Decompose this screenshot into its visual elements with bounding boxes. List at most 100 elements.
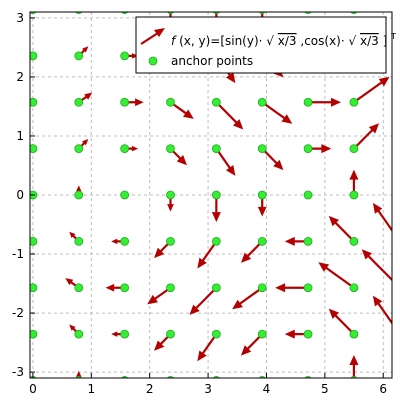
vector-arrow-head: [176, 155, 187, 166]
vector-arrow-head: [284, 329, 295, 339]
vector-arrow-head: [197, 350, 207, 362]
vector-arrow-head: [135, 98, 144, 107]
vector-arrow-head: [69, 324, 76, 331]
anchor-point: [120, 283, 130, 293]
anchor-point: [257, 283, 267, 293]
vector-arrow-head: [211, 212, 221, 223]
vector-arrow-head: [330, 97, 341, 107]
anchor-point: [120, 144, 130, 154]
vector-arrow-head: [395, 342, 400, 352]
anchor-point: [30, 144, 38, 154]
vector-arrow-head: [111, 238, 118, 245]
anchor-point: [257, 329, 267, 339]
vector-arrow-head: [76, 0, 81, 6]
vector-arrow-shaft: [377, 209, 392, 233]
vector-arrow-head: [167, 204, 174, 212]
anchor-point: [396, 6, 400, 14]
vector-arrow-head: [378, 76, 390, 87]
vector-arrow-head: [232, 299, 243, 310]
anchor-point: [396, 191, 400, 199]
vector-arrow-shaft: [195, 286, 218, 310]
vector-arrow-head: [328, 308, 340, 319]
anchor-point: [74, 236, 84, 246]
anchor-point: [74, 190, 84, 200]
legend-sqrt-sign-b: √: [349, 34, 357, 48]
anchor-point: [74, 97, 84, 107]
vector-arrow-head: [82, 46, 89, 53]
vector-arrow-head: [167, 390, 174, 397]
vector-arrow-head: [257, 206, 267, 217]
y-tick-label: 1: [16, 129, 24, 143]
legend-sqrt-arg-b: x/3: [360, 34, 379, 48]
anchor-point: [396, 145, 400, 153]
x-tick-label: 5: [321, 382, 329, 396]
anchor-point: [257, 97, 267, 107]
x-tick-label: 6: [379, 382, 387, 396]
vector-arrow-shaft: [367, 254, 392, 282]
vector-arrow-head: [84, 92, 93, 100]
vector-arrow-shaft: [334, 221, 355, 243]
vector-arrow-head: [284, 236, 295, 246]
vector-arrow-head: [65, 278, 74, 286]
anchor-point: [349, 144, 359, 154]
vector-arrow-head: [183, 109, 194, 119]
vector-arrow-head: [361, 249, 372, 260]
anchor-point: [396, 52, 400, 60]
anchor-point: [74, 51, 84, 61]
anchor-point: [257, 144, 267, 154]
vector-arrow-head: [132, 53, 139, 59]
vector-arrow-head: [281, 114, 293, 124]
anchor-point: [166, 97, 175, 107]
vector-arrow-head: [197, 257, 207, 269]
x-axis-ticks: 0 1 2 3 4 5 6: [29, 373, 387, 396]
x-tick-label: 2: [146, 382, 154, 396]
vector-arrow-head: [111, 331, 118, 337]
vector-arrow-head: [368, 123, 380, 134]
vector-arrow-head: [225, 72, 236, 84]
legend: f (x, y)=[sin(y)· √ x/3 ,cos(x)· √ x/3 ]…: [135, 16, 396, 74]
x-tick-label: 4: [263, 382, 271, 396]
anchor-point: [30, 97, 38, 107]
anchor-point: [74, 283, 84, 293]
anchor-point: [396, 284, 400, 292]
legend-sqrt-sign-a: √: [266, 34, 274, 48]
anchor-point: [396, 98, 400, 106]
vector-arrow-head: [69, 231, 76, 239]
anchor-point: [74, 144, 84, 154]
anchor-point: [74, 329, 84, 339]
anchor-point: [120, 329, 130, 339]
vector-arrow-head: [189, 304, 200, 315]
anchor-point: [396, 376, 400, 384]
legend-arrow-label: f (x, y)=[sin(y)· √ x/3 ,cos(x)· √ x/3 ]…: [171, 32, 396, 48]
x-tick-label: 0: [29, 382, 37, 396]
vector-arrow-shaft: [377, 302, 392, 325]
vector-arrow-head: [349, 169, 359, 180]
vector-arrow-head: [212, 398, 221, 408]
vector-arrow-head: [275, 283, 286, 293]
vector-arrow-shaft: [353, 128, 374, 150]
anchor-point: [120, 236, 130, 246]
legend-arrow-head: [154, 28, 165, 37]
anchor-point: [349, 190, 359, 200]
vector-arrow-head: [105, 283, 115, 292]
anchor-point: [303, 329, 313, 339]
anchor-point: [396, 330, 400, 338]
vector-arrow-head: [76, 370, 82, 377]
anchor-point: [30, 51, 38, 61]
anchor-point: [303, 283, 313, 293]
anchor-point: [166, 144, 175, 154]
anchor-point: [349, 329, 359, 339]
anchor-point: [120, 97, 130, 107]
vector-arrow-head: [395, 157, 400, 167]
y-tick-label: -1: [12, 247, 24, 261]
vector-arrow-head: [321, 144, 332, 154]
vector-arrow-head: [318, 262, 330, 272]
anchor-point: [30, 329, 38, 339]
anchor-point: [303, 144, 313, 154]
legend-marker-label: anchor points: [171, 54, 253, 68]
anchor-point: [257, 190, 267, 200]
y-tick-label: -2: [12, 306, 24, 320]
vector-arrow-head: [240, 345, 252, 356]
vector-arrow-head: [372, 295, 383, 307]
